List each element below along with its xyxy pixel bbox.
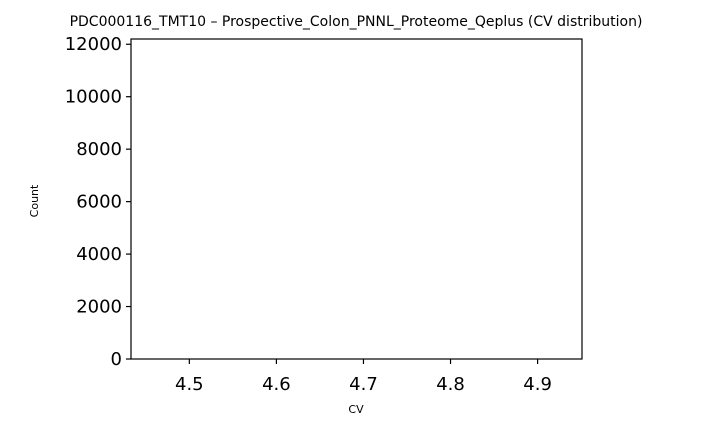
x-tick-label: 4.8 (436, 374, 465, 395)
y-tick-label: 8000 (76, 139, 122, 160)
x-tick-label: 4.7 (349, 374, 378, 395)
x-tick-label: 4.6 (262, 374, 291, 395)
y-tick-label: 0 (111, 349, 122, 370)
y-axis: 0 2000 4000 6000 8000 10000 12000 (65, 34, 131, 370)
x-axis: 4.5 4.6 4.7 4.8 4.9 (175, 359, 552, 395)
x-axis-label: CV (348, 403, 364, 416)
y-tick-label: 12000 (65, 34, 122, 55)
y-tick-label: 10000 (65, 87, 122, 108)
chart-title: PDC000116_TMT10 – Prospective_Colon_PNNL… (70, 14, 643, 30)
y-tick-label: 4000 (76, 244, 122, 265)
x-tick-label: 4.5 (175, 374, 204, 395)
y-axis-label: Count (28, 184, 41, 217)
x-tick-label: 4.9 (523, 374, 552, 395)
y-tick-label: 6000 (76, 192, 122, 213)
plot-area (130, 38, 583, 360)
y-tick-label: 2000 (76, 297, 122, 318)
